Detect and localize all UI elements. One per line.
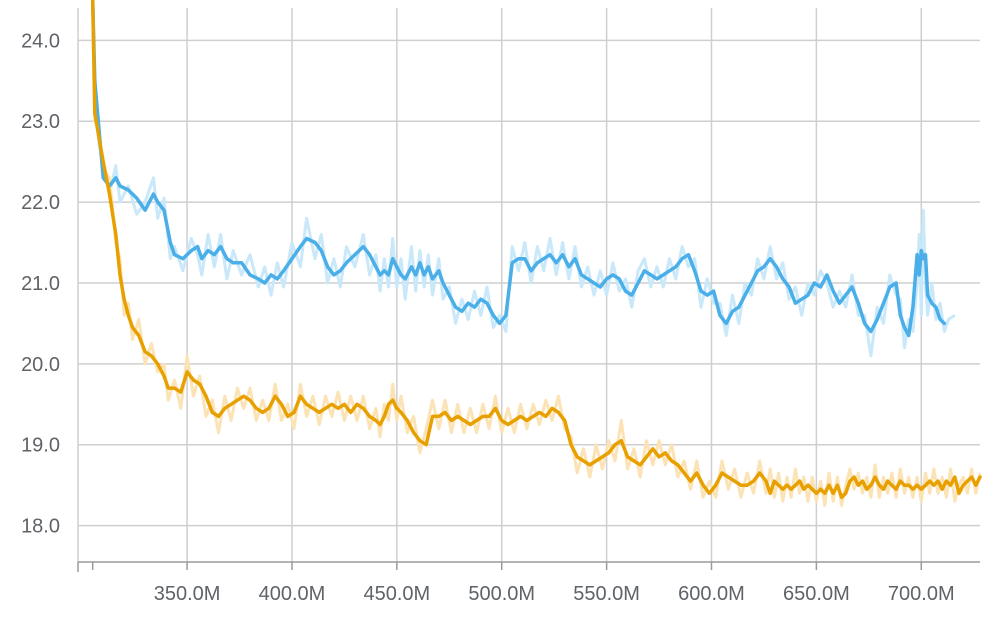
smoothed-series <box>90 0 982 500</box>
x-tick-label: 500.0M <box>468 583 535 605</box>
smoothed-series-line-0 <box>90 0 947 338</box>
axes <box>77 561 980 572</box>
x-tick-label: 400.0M <box>259 583 326 605</box>
y-tick-label: 22.0 <box>21 192 60 214</box>
x-tick-label: 550.0M <box>573 583 640 605</box>
x-tick-label: 350.0M <box>154 583 221 605</box>
raw-series-line-0 <box>91 7 956 358</box>
y-tick-label: 21.0 <box>21 273 60 295</box>
x-tick-label: 650.0M <box>783 583 850 605</box>
x-tick-label: 450.0M <box>363 583 430 605</box>
x-tick-label: 600.0M <box>678 583 745 605</box>
grid-lines <box>77 8 980 562</box>
y-axis-tick-labels: 18.0 19.0 20.0 21.0 22.0 23.0 24.0 <box>21 30 60 537</box>
y-tick-label: 24.0 <box>21 30 60 52</box>
x-axis-tick-labels: 350.0M 400.0M 450.0M 500.0M 550.0M 600.0M 650.… <box>154 583 955 605</box>
raw-series-line-1 <box>91 7 982 507</box>
y-tick-label: 23.0 <box>21 111 60 133</box>
y-tick-label: 18.0 <box>21 516 60 538</box>
smoothed-series-line-1 <box>90 0 982 500</box>
x-tick-label: 700.0M <box>888 583 955 605</box>
y-tick-label: 19.0 <box>21 435 60 457</box>
y-tick-label: 20.0 <box>21 354 60 376</box>
